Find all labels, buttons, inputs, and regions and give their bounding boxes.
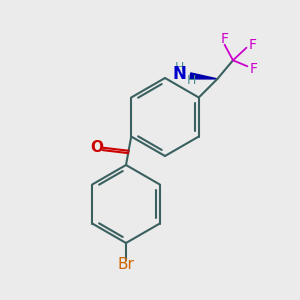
Text: F: F: [220, 32, 229, 46]
Text: H: H: [187, 74, 196, 87]
Text: Br: Br: [118, 257, 134, 272]
Polygon shape: [190, 73, 218, 79]
Text: F: F: [248, 38, 256, 52]
Text: F: F: [250, 62, 258, 76]
Text: O: O: [90, 140, 103, 155]
Text: N: N: [173, 65, 187, 83]
Text: H: H: [175, 61, 184, 74]
